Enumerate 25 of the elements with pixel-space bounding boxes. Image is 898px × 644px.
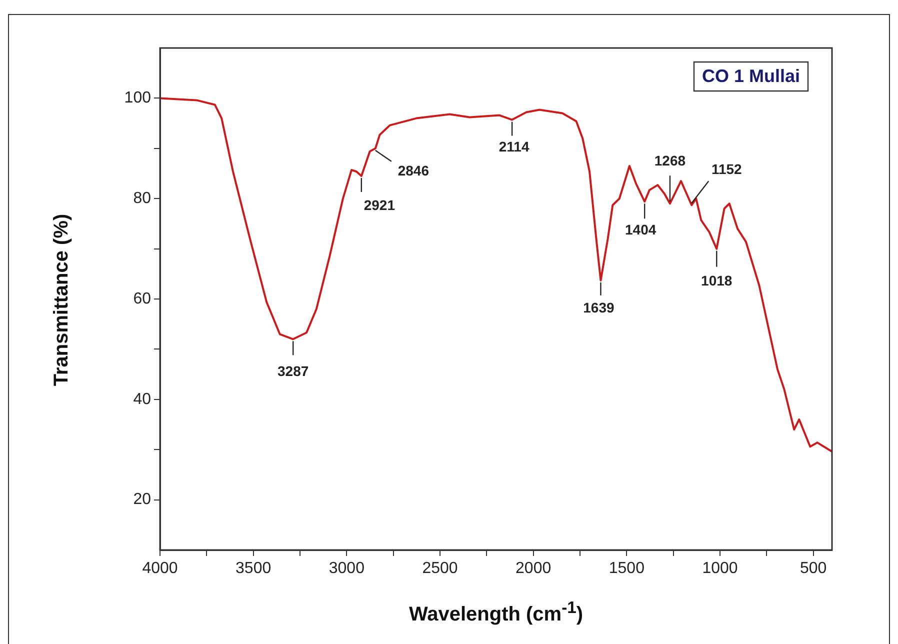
- annotation: 2921: [364, 196, 396, 213]
- y-tick-label: 60: [133, 290, 152, 308]
- x-tick-label: 2500: [422, 560, 458, 578]
- x-tick-label: 3500: [236, 560, 272, 578]
- x-tick-label: 1500: [608, 560, 645, 578]
- annotation: CO 1 Mullai: [702, 66, 800, 86]
- y-axis-title: Transmittance (%): [50, 214, 74, 386]
- x-tick-label: 4000: [142, 560, 178, 578]
- x-tick-label: 500: [800, 560, 827, 578]
- x-tick-label: 2000: [516, 560, 552, 578]
- annotation: 1018: [701, 272, 732, 289]
- x-tick-label: 1000: [702, 560, 738, 578]
- y-tick-label: 40: [133, 390, 152, 408]
- annotation: 2846: [398, 162, 430, 178]
- y-tick-label: 100: [124, 90, 152, 107]
- annotation: 1268: [654, 152, 686, 168]
- x-axis-title: Wavelength (cm$^{-1}$): [408, 598, 584, 627]
- annotation: 1152: [711, 160, 742, 177]
- annotation: 1404: [625, 221, 656, 238]
- y-tick-label: 80: [133, 190, 152, 208]
- x-tick-label: 3000: [328, 560, 365, 578]
- y-tick-label: 20: [133, 491, 152, 508]
- annotation: 1639: [583, 299, 614, 316]
- annotation: 3287: [278, 363, 309, 380]
- annotation: 2114: [498, 138, 530, 155]
